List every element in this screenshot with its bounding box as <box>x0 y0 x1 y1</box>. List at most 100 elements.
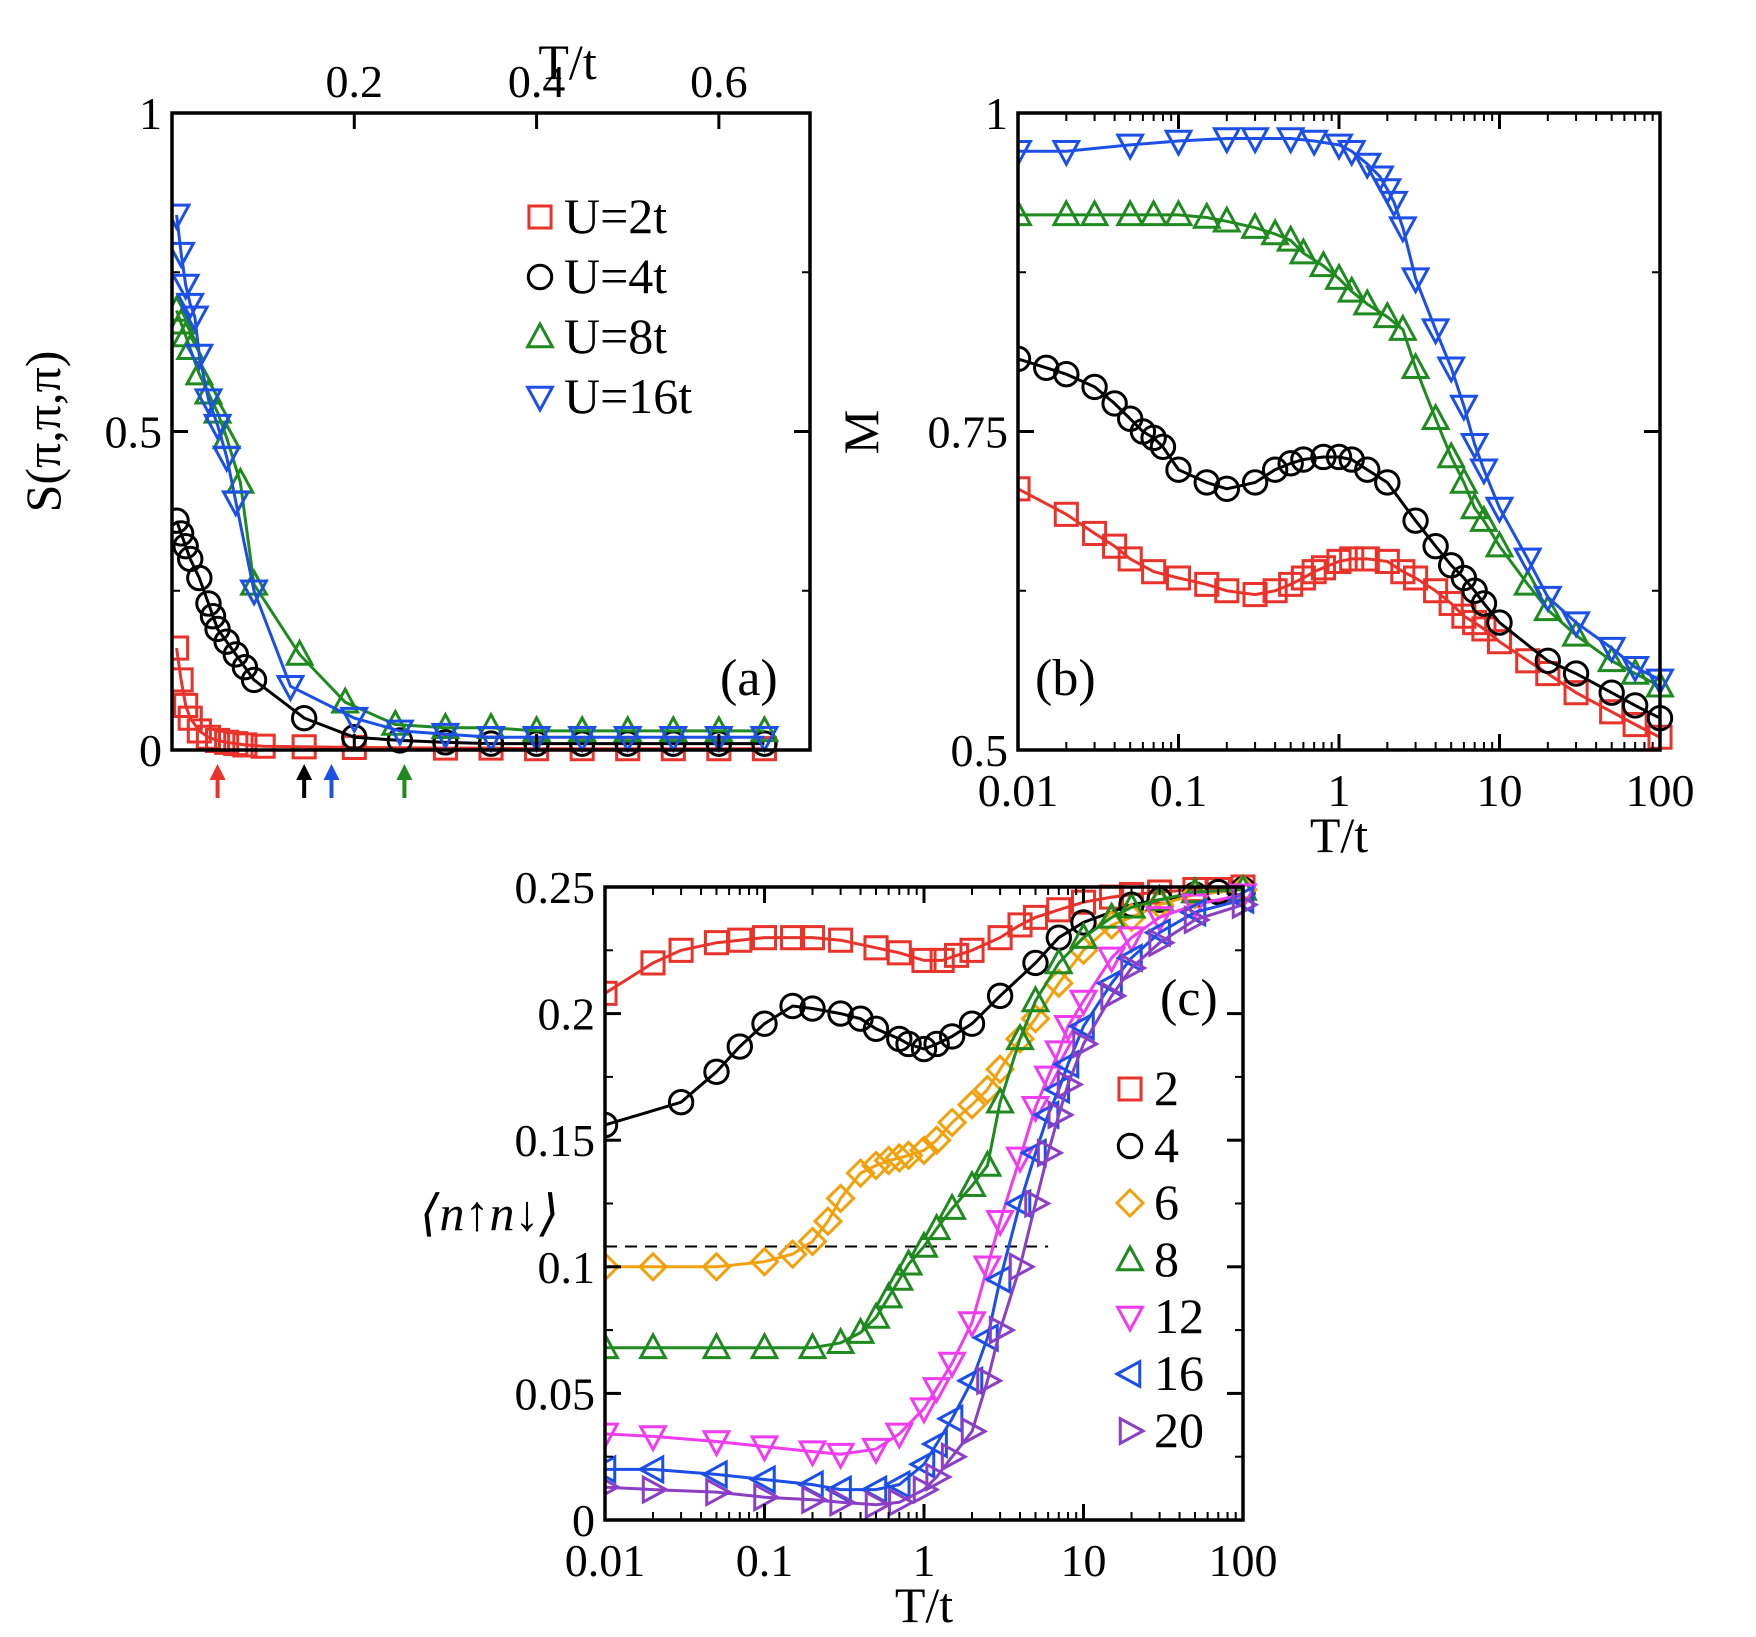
data-point <box>957 1169 987 1198</box>
data-point <box>1163 129 1194 158</box>
panel-a: 0.2 0.4 0.6 0 0.5 1 T/t S(π,π,π) (a) U=2tU=4tU=8t… <box>15 34 812 798</box>
series-line <box>605 893 1244 1456</box>
data-point <box>1043 1040 1074 1068</box>
data-point <box>239 579 269 607</box>
data-point <box>184 343 215 372</box>
data-point <box>1020 1003 1051 1034</box>
data-point <box>861 1301 891 1329</box>
plot-frame <box>1016 111 1662 752</box>
data-point <box>1116 926 1147 954</box>
data-point <box>1534 647 1562 675</box>
data-point <box>172 520 195 547</box>
data-point <box>1436 356 1467 384</box>
data-point <box>1102 533 1128 559</box>
data-point <box>1462 610 1488 636</box>
data-point <box>1486 629 1513 655</box>
data-point <box>1241 469 1269 496</box>
series-line <box>605 903 1244 1507</box>
data-point <box>1020 984 1051 1013</box>
data-point <box>753 1482 781 1513</box>
data-point <box>1423 578 1449 604</box>
data-point <box>605 1331 620 1360</box>
data-point <box>184 358 215 386</box>
data-point <box>172 532 199 560</box>
data-point <box>1020 1096 1051 1124</box>
legend-marker <box>1116 1132 1144 1160</box>
data-point <box>1140 424 1167 452</box>
data-point <box>1143 917 1171 948</box>
data-point <box>1018 198 1033 227</box>
data-point <box>1308 249 1339 278</box>
series-line <box>1018 137 1661 682</box>
data-point <box>1036 1137 1065 1168</box>
x-tick-label: 100 <box>1626 765 1695 816</box>
data-point <box>827 1000 854 1027</box>
data-point <box>1561 619 1591 647</box>
data-point <box>986 982 1014 1010</box>
plot-frame <box>170 111 812 752</box>
data-point <box>920 1429 948 1459</box>
data-point <box>972 1149 1003 1177</box>
data-point <box>1046 897 1072 923</box>
data-point <box>883 1469 911 1500</box>
data-point <box>1079 198 1110 227</box>
data-point <box>1275 224 1306 252</box>
data-point <box>1422 532 1449 560</box>
data-point <box>638 1425 668 1453</box>
data-point <box>1116 891 1147 919</box>
x-axis-title: T/t <box>538 34 596 90</box>
data-point <box>1019 1137 1047 1168</box>
data-point <box>1275 127 1306 155</box>
data-point <box>521 726 552 754</box>
x-axis-title: T/t <box>1310 807 1368 863</box>
data-point <box>1211 205 1242 233</box>
data-point <box>1018 476 1031 502</box>
data-point <box>985 1086 1015 1114</box>
data-point <box>893 1140 924 1171</box>
data-point <box>937 1192 967 1220</box>
data-point <box>751 925 778 951</box>
data-point <box>825 1442 856 1471</box>
series-line <box>175 214 765 739</box>
data-point <box>386 727 414 754</box>
data-point <box>956 1089 988 1120</box>
series-u8t <box>1018 198 1675 698</box>
transition-arrowhead <box>323 764 340 780</box>
data-point <box>957 1311 987 1339</box>
data-point <box>1326 548 1352 574</box>
legend-marker <box>1117 1076 1143 1102</box>
y-tick-label: 0 <box>139 725 162 776</box>
panel-label: (c) <box>1160 970 1218 1027</box>
data-point <box>988 1315 1017 1345</box>
data-point <box>907 1449 936 1480</box>
data-point <box>1402 507 1429 534</box>
data-point <box>667 1089 695 1116</box>
legend-marker <box>1114 1187 1146 1219</box>
plot-frame <box>603 885 1245 1522</box>
data-point <box>1563 680 1589 706</box>
data-point <box>895 1030 922 1058</box>
data-point <box>958 1010 986 1037</box>
data-point <box>1047 1100 1075 1130</box>
x-tick-label: 0.4 <box>508 56 566 107</box>
x-tick-label: 1 <box>1328 765 1351 816</box>
y-tick-label: 1 <box>139 88 162 139</box>
data-point <box>976 1365 1004 1396</box>
data-point <box>172 203 192 232</box>
data-point <box>1512 547 1543 576</box>
data-point <box>727 927 753 953</box>
data-point <box>1051 1049 1080 1080</box>
data-point <box>845 1316 876 1344</box>
data-point <box>1354 546 1380 572</box>
y-axis-title: ⟨n↑n↓⟩ <box>420 1185 559 1241</box>
data-point <box>1621 692 1649 719</box>
data-point <box>172 635 190 661</box>
data-point <box>605 1422 620 1451</box>
data-point <box>749 726 780 754</box>
data-point <box>605 1454 617 1485</box>
data-point <box>275 675 306 703</box>
data-point <box>984 1054 1016 1085</box>
legend-label: 8 <box>1154 1231 1179 1287</box>
data-point <box>195 590 222 617</box>
data-point <box>825 1183 856 1214</box>
